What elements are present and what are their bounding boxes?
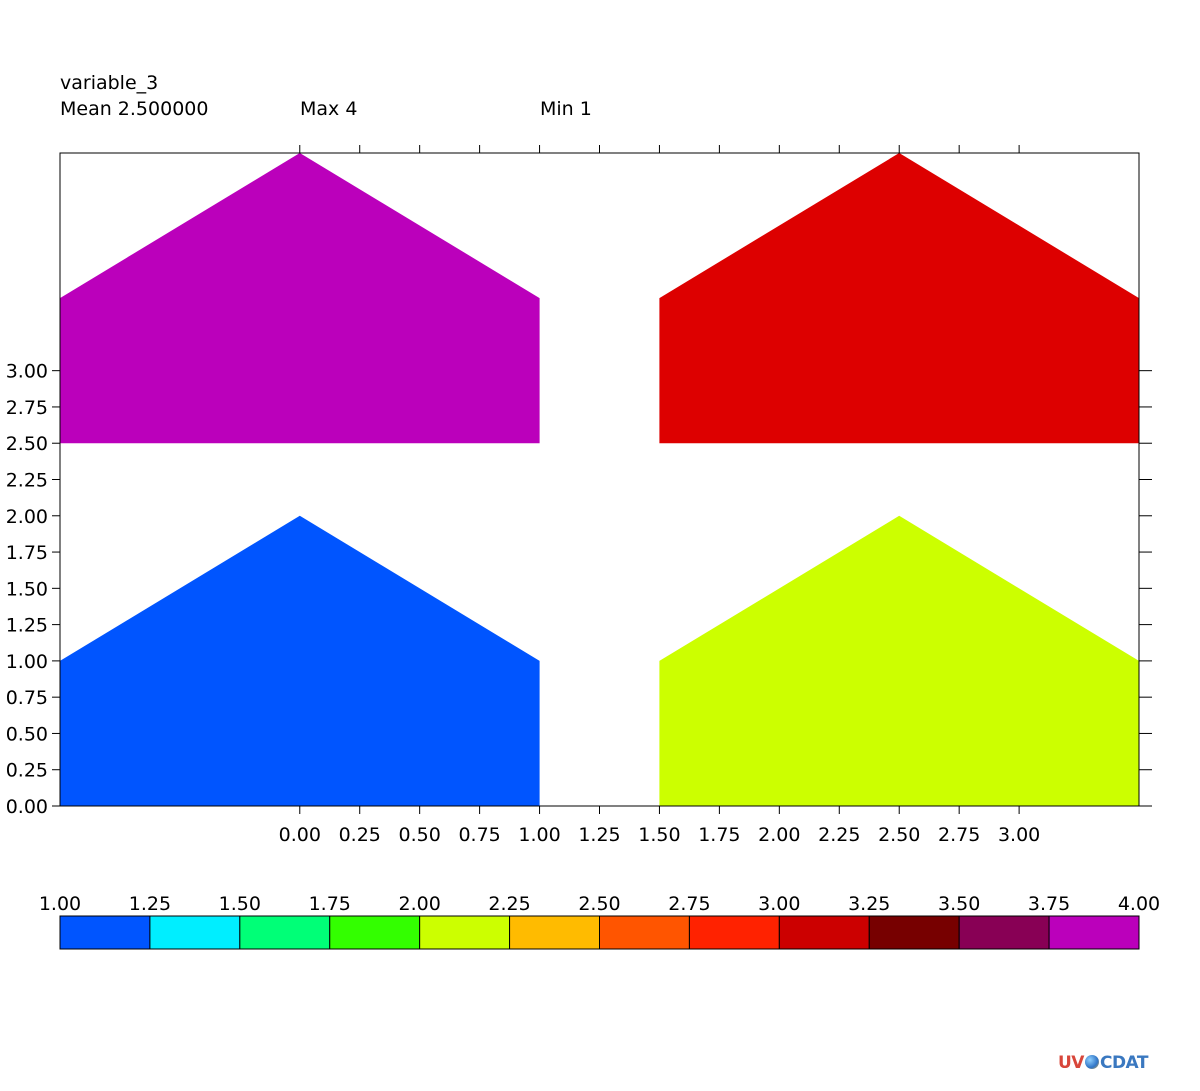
- y-tick-label-0: 0.00: [6, 796, 48, 818]
- colorbar-swatch-1: [149, 915, 241, 950]
- y-tick-label-2: 0.50: [6, 723, 48, 745]
- y-tick-label-7: 1.75: [6, 542, 48, 564]
- cell-1: [60, 153, 540, 444]
- colorbar-label-11: 3.75: [1028, 893, 1070, 915]
- y-tick-label-1: 0.25: [6, 760, 48, 782]
- colorbar-swatch-0: [59, 915, 151, 950]
- y-tick-label-9: 2.25: [6, 470, 48, 492]
- y-tick-label-8: 2.00: [6, 506, 48, 528]
- colorbar-swatch-4: [419, 915, 511, 950]
- colorbar-label-10: 3.50: [938, 893, 980, 915]
- min-stat: Min 1: [540, 98, 592, 120]
- colorbar-label-7: 2.75: [668, 893, 710, 915]
- x-tick-label-2: 0.50: [399, 824, 441, 846]
- x-tick-label-6: 1.50: [638, 824, 680, 846]
- uvcdat-logo: UV CDAT: [1058, 1053, 1149, 1073]
- mean-stat: Mean 2.500000: [60, 98, 209, 120]
- y-tick-label-5: 1.25: [6, 615, 48, 637]
- y-tick-label-6: 1.50: [6, 578, 48, 600]
- globe-icon: [1084, 1055, 1099, 1069]
- x-tick-label-8: 2.00: [758, 824, 800, 846]
- y-tick-label-3: 0.75: [6, 687, 48, 709]
- colorbar-swatch-11: [1048, 915, 1140, 950]
- x-tick-label-9: 2.25: [818, 824, 860, 846]
- y-tick-label-12: 3.00: [6, 361, 48, 383]
- y-tick-label-4: 1.00: [6, 651, 48, 673]
- colorbar-label-3: 1.75: [309, 893, 351, 915]
- x-tick-label-1: 0.25: [339, 824, 381, 846]
- x-tick-label-3: 0.75: [458, 824, 500, 846]
- colorbar-label-5: 2.25: [488, 893, 530, 915]
- x-tick-label-12: 3.00: [998, 824, 1040, 846]
- colorbar-label-4: 2.00: [399, 893, 441, 915]
- colorbar-label-12: 4.00: [1118, 893, 1160, 915]
- colorbar-swatch-10: [958, 915, 1050, 950]
- colorbar-swatch-8: [778, 915, 870, 950]
- cell-3: [659, 153, 1139, 444]
- x-tick-label-10: 2.50: [878, 824, 920, 846]
- colorbar-swatch-7: [688, 915, 780, 950]
- y-tick-label-10: 2.50: [6, 433, 48, 455]
- colorbar-swatch-6: [599, 915, 690, 950]
- colorbar-label-2: 1.50: [219, 893, 261, 915]
- x-tick-label-5: 1.25: [578, 824, 620, 846]
- cell-2: [659, 515, 1139, 806]
- cell-0: [60, 515, 540, 806]
- colorbar-label-6: 2.50: [578, 893, 620, 915]
- colorbar-swatch-3: [329, 915, 421, 950]
- x-tick-label-11: 2.75: [938, 824, 980, 846]
- x-tick-label-4: 1.00: [518, 824, 560, 846]
- x-tick-label-0: 0.00: [279, 824, 321, 846]
- x-tick-label-7: 1.75: [698, 824, 740, 846]
- max-stat: Max 4: [300, 98, 358, 120]
- colorbar-label-8: 3.00: [758, 893, 800, 915]
- y-tick-label-11: 2.75: [6, 397, 48, 419]
- variable-name: variable_3: [60, 72, 159, 94]
- colorbar-swatch-5: [509, 915, 601, 950]
- colorbar-label-0: 1.00: [39, 893, 81, 915]
- colorbar-label-9: 3.25: [848, 893, 890, 915]
- colorbar-swatch-9: [868, 915, 960, 950]
- colorbar-label-1: 1.25: [129, 893, 171, 915]
- colorbar-swatch-2: [239, 915, 331, 950]
